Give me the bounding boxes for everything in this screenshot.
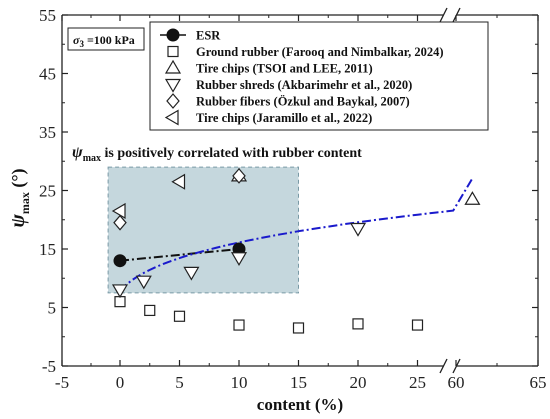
legend-marker-triangle-left: [164, 109, 179, 126]
highlight-region: [107, 166, 299, 294]
data-point-triangle-down: [111, 284, 129, 299]
trend-lines: [119, 177, 474, 292]
y-tick-label: 5: [48, 299, 57, 318]
data-point-triangle-down: [230, 252, 248, 266]
y-tick-label: 15: [39, 240, 56, 259]
data-point-square: [352, 318, 364, 330]
data-point-square: [144, 304, 156, 317]
y-tick-label: 55: [39, 6, 56, 25]
legend-marker-triangle-up: [164, 59, 182, 74]
rubber-trend-line: [119, 177, 474, 292]
data-point-square: [233, 319, 245, 331]
x-tick-label: 25: [409, 373, 426, 392]
data-point-square: [411, 319, 424, 331]
data-point-triangle-down: [183, 266, 200, 281]
legend: ESR Ground rubber (Farooq and Nimbalkar, …: [149, 21, 489, 131]
x-tick-label: 15: [290, 373, 307, 392]
x-tick-label: 10: [231, 373, 248, 392]
axis-ticks: -5 5 15 25 35 45 55 -5 0 5 10 15 20 25 60 65: [39, 6, 547, 392]
legend-entry: Ground rubber (Farooq and Nimbalkar, 202…: [196, 45, 444, 59]
text-layer: σ3 =100 kPa ψmax is positively correlated…: [7, 27, 362, 414]
x-tick-label: 60: [448, 373, 465, 392]
x-tick-label: 5: [175, 373, 184, 392]
esr-trend-line: [119, 248, 240, 262]
condition-label-box: [67, 27, 145, 51]
data-point-diamond: [113, 214, 127, 231]
legend-entry: Tire chips (Jaramillo et al., 2022): [196, 111, 372, 125]
data-point-triangle-left: [171, 173, 186, 190]
y-tick-label: 25: [39, 182, 56, 201]
data-point-diamond: [232, 167, 246, 184]
data-point-triangle-down: [135, 275, 152, 290]
data-point-triangle-down: [349, 222, 367, 237]
data-points: [111, 167, 481, 334]
legend-marker-square: [167, 45, 179, 58]
y-tick-label: 35: [39, 123, 56, 142]
annotation: ψmax is positively correlated with rubbe…: [72, 144, 362, 164]
axis-break-mark: [439, 358, 448, 374]
x-axis-label: content (%): [257, 395, 343, 414]
legend-entry: Rubber shreds (Akbarimehr et al., 2020): [196, 78, 412, 92]
legend-entry: Tire chips (TSOI and LEE, 2011): [196, 62, 373, 76]
legend-marker-diamond: [166, 93, 180, 109]
x-tick-label: 65: [530, 373, 547, 392]
x-tick-label: -5: [55, 373, 69, 392]
data-point-triangle-left: [111, 202, 126, 220]
legend-marker-filled-circle: [166, 28, 180, 42]
legend-entry: ESR: [196, 29, 221, 43]
data-point-filled-circle: [113, 254, 127, 268]
data-point-square: [114, 296, 126, 308]
y-tick-label: -5: [42, 357, 56, 376]
condition-label: σ3 =100 kPa: [73, 33, 135, 49]
x-tick-label: 0: [116, 373, 125, 392]
legend-box: [149, 21, 489, 131]
x-tick-label: 20: [350, 373, 367, 392]
data-point-square: [292, 322, 305, 334]
legend-entry: Rubber fibers (Özkul and Baykal, 2007): [196, 95, 410, 109]
highlight-region-layer: [107, 166, 299, 294]
data-point-square: [173, 310, 186, 322]
y-tick-label: 45: [39, 65, 56, 84]
data-point-triangle-up: [464, 191, 481, 205]
y-axis-label: ψmax (°): [7, 168, 32, 227]
axis-break-mark: [439, 7, 448, 23]
legend-marker-triangle-down: [164, 78, 182, 93]
